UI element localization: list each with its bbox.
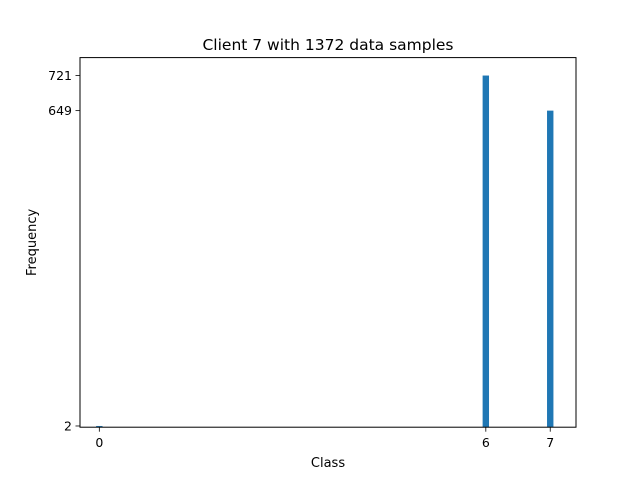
x-tick-label-7: 7: [546, 435, 554, 450]
bars-layer: [96, 75, 554, 427]
bar-class-6: [482, 75, 490, 427]
chart-title: Client 7 with 1372 data samples: [202, 36, 453, 54]
y-axis-label: Frequency: [25, 209, 40, 276]
x-tick-label-0: 0: [95, 435, 103, 450]
y-tick-label-649: 649: [48, 103, 72, 118]
y-tick-label-2: 2: [64, 418, 72, 433]
y-tick-label-721: 721: [48, 68, 72, 83]
bar-class-0: [96, 425, 103, 427]
x-axis-label: Class: [311, 456, 345, 471]
bar-class-7: [547, 110, 554, 427]
ticks-layer: 0 6 7 2 649 721: [48, 68, 554, 450]
plot-frame: [79, 57, 577, 428]
x-tick-label-6: 6: [482, 435, 490, 450]
